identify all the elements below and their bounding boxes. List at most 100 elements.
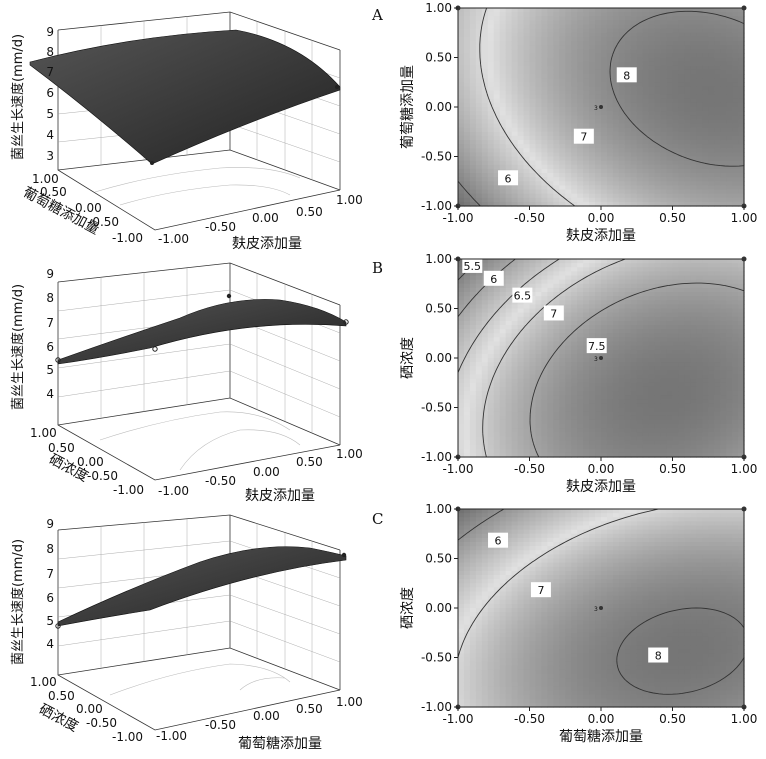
shading-cell: [660, 45, 668, 50]
shading-cell: [583, 448, 590, 454]
contour-label: 7.5: [588, 340, 606, 353]
shading-cell: [624, 374, 632, 380]
shading-cell: [547, 168, 554, 174]
shading-cell: [624, 428, 632, 433]
shading-cell: [463, 123, 471, 129]
shading-cell: [624, 12, 632, 17]
shading-cell: [553, 271, 560, 277]
shading-cell: [469, 316, 477, 322]
shading-cell: [577, 181, 584, 186]
shading-cell: [726, 189, 733, 195]
shading-cell: [606, 403, 614, 409]
shading-cell: [612, 271, 620, 277]
shading-cell: [702, 279, 709, 285]
shading-cell: [696, 448, 703, 454]
shading-cell: [589, 353, 596, 359]
shading-cell: [595, 391, 602, 396]
shading-cell: [595, 275, 602, 281]
shading-cell: [475, 570, 483, 576]
shading-cell: [577, 275, 584, 281]
shading-cell: [493, 53, 501, 59]
shading-cell: [624, 296, 632, 301]
shading-cell: [648, 263, 656, 268]
shading-cell: [720, 177, 727, 182]
shading-cell: [660, 386, 668, 392]
shading-cell: [660, 275, 668, 281]
shading-cell: [648, 428, 656, 433]
shading-cell: [630, 135, 638, 141]
shading-cell: [732, 152, 739, 158]
shading-cell: [529, 296, 537, 301]
shading-cell: [636, 173, 644, 178]
shading-cell: [624, 358, 632, 363]
shading-cell: [458, 131, 465, 137]
shading-cell: [684, 345, 691, 351]
shading-cell: [529, 168, 537, 174]
shading-cell: [523, 164, 531, 170]
shading-cell: [732, 107, 739, 112]
shading-cell: [606, 283, 614, 289]
shading-cell: [642, 378, 650, 384]
surface-a-z-ticks: 9 8 7 6 5 4 3: [46, 25, 54, 163]
shading-cell: [726, 267, 733, 272]
shading-cell: [505, 53, 513, 59]
shading-cell: [678, 312, 686, 318]
shading-cell: [481, 189, 489, 195]
shading-cell: [577, 36, 584, 42]
shading-cell: [559, 263, 566, 268]
shading-cell: [660, 127, 668, 133]
shading-cell: [714, 32, 721, 38]
shading-cell: [475, 550, 483, 555]
shading-cell: [732, 292, 739, 297]
shading-cell: [726, 432, 733, 437]
shading-cell: [738, 94, 745, 100]
shading-cell: [660, 419, 668, 425]
shading-cell: [678, 160, 686, 166]
shading-cell: [523, 395, 531, 400]
shading-cell: [547, 123, 554, 129]
shading-cell: [648, 65, 656, 71]
shading-cell: [618, 24, 626, 30]
shading-cell: [612, 193, 620, 199]
shading-cell: [738, 185, 745, 191]
contour-plot-b: 5.566.577.53-1.00 -0.50 0.00 0.50 1.00-1.00-…: [400, 252, 757, 495]
shading-cell: [684, 296, 691, 301]
shading-cell: [678, 78, 686, 83]
shading-cell: [458, 45, 465, 50]
shading-cell: [565, 312, 572, 318]
shading-cell: [481, 173, 489, 178]
shading-cell: [541, 156, 548, 162]
shading-cell: [463, 115, 471, 120]
shading-cell: [529, 152, 537, 158]
shading-cell: [684, 407, 691, 413]
shading-cell: [595, 316, 602, 322]
shading-cell: [458, 436, 465, 442]
shading-cell: [589, 287, 596, 293]
shading-cell: [547, 333, 554, 338]
shading-cell: [517, 444, 525, 450]
shading-cell: [648, 403, 656, 409]
y-tick: 1.00: [30, 426, 57, 440]
shading-cell: [696, 193, 703, 199]
shading-cell: [559, 329, 566, 334]
shading-cell: [660, 316, 668, 322]
shading-cell: [714, 160, 721, 166]
shading-cell: [565, 181, 572, 186]
shading-cell: [517, 440, 525, 446]
shading-cell: [523, 156, 531, 162]
shading-cell: [535, 304, 543, 310]
shading-cell: [499, 16, 507, 21]
shading-cell: [636, 395, 644, 400]
shading-cell: [696, 325, 703, 330]
shading-cell: [493, 325, 501, 330]
shading-cell: [541, 119, 548, 125]
shading-cell: [684, 337, 691, 343]
shading-cell: [571, 259, 578, 264]
shading-cell: [565, 353, 572, 359]
shading-cell: [624, 399, 632, 404]
shading-cell: [553, 123, 560, 129]
shading-cell: [559, 448, 566, 454]
shading-cell: [612, 440, 620, 446]
shading-cell: [642, 86, 650, 92]
shading-cell: [499, 300, 507, 305]
